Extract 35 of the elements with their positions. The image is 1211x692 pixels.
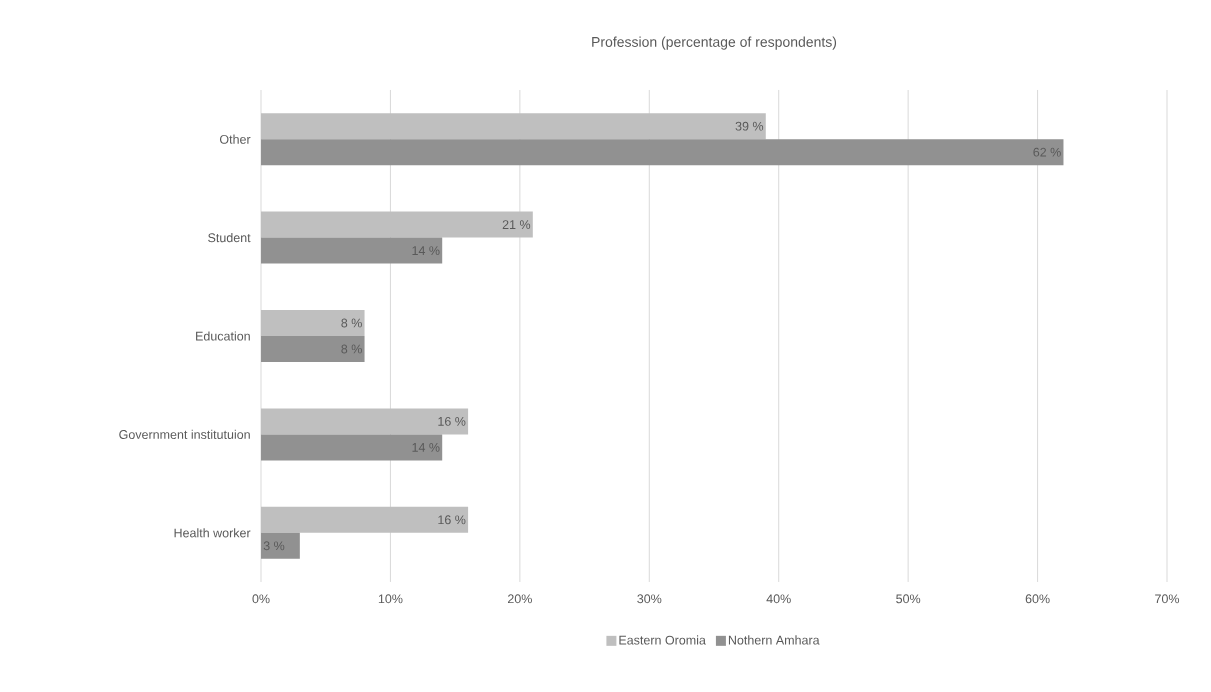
bar — [261, 434, 443, 461]
legend-label: Nothern Amhara — [728, 635, 820, 645]
x-tick-label: 0% — [252, 594, 270, 604]
x-tick-label: 50% — [896, 594, 921, 604]
x-tick-label: 30% — [637, 594, 662, 604]
bar — [261, 408, 469, 435]
bar — [261, 506, 469, 533]
bar — [261, 211, 533, 238]
legend-label: Eastern Oromia — [619, 635, 706, 645]
x-tick-label: 10% — [378, 594, 403, 604]
data-label: 62 % — [1033, 147, 1061, 157]
bar — [261, 237, 443, 264]
bar — [261, 335, 365, 362]
x-tick-label: 20% — [507, 594, 532, 604]
data-label: 14 % — [412, 246, 440, 255]
data-label: 8 % — [341, 344, 362, 354]
bar — [261, 532, 300, 559]
x-tick-label: 40% — [766, 594, 791, 604]
y-tick-label: Student — [208, 232, 251, 243]
data-label: 21 % — [502, 220, 531, 229]
bar — [261, 139, 1064, 166]
chart-title: Profession (percentage of respondents) — [592, 36, 837, 50]
bar — [261, 113, 766, 140]
data-label: 8 % — [341, 318, 362, 328]
bar — [261, 309, 365, 336]
data-label: 16 % — [438, 416, 466, 426]
y-tick-label: Government institutuion — [119, 429, 250, 439]
y-tick-label: Health worker — [174, 528, 251, 538]
data-label: 39 % — [735, 121, 764, 131]
x-tick-label: 70% — [1155, 594, 1180, 604]
data-label: 3 % — [263, 541, 285, 551]
data-label: 16 % — [438, 515, 466, 525]
y-tick-label: Other — [219, 134, 251, 144]
x-tick-label: 60% — [1025, 594, 1050, 604]
y-tick-label: Education — [196, 331, 250, 341]
